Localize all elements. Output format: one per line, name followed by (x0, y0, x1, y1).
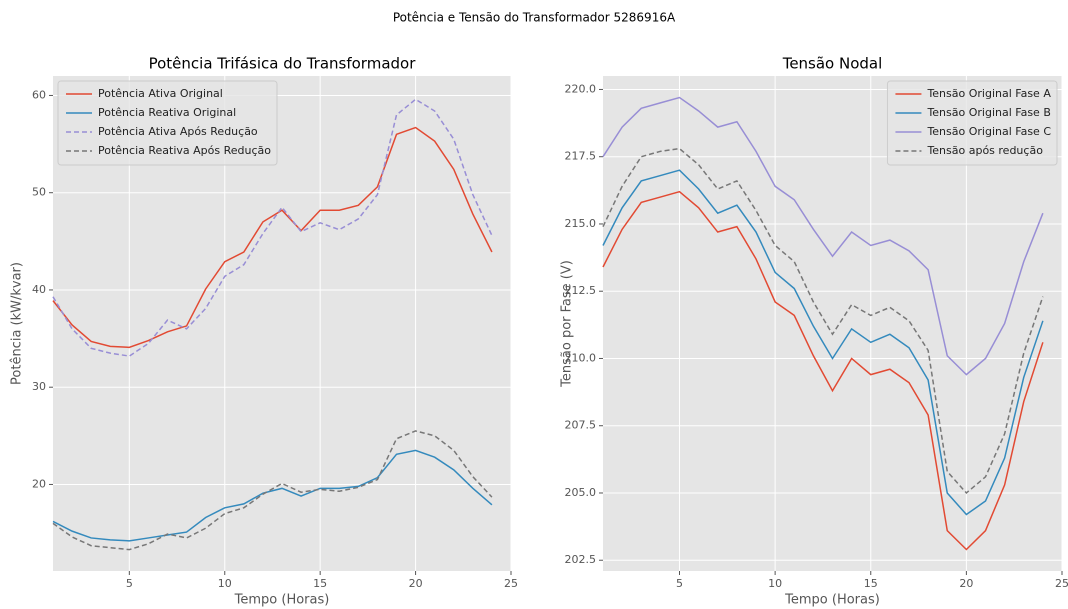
x-axis-label: Tempo (Horas) (784, 593, 880, 608)
x-tick-label: 20 (959, 577, 973, 590)
legend-label: Tensão Original Fase B (926, 106, 1050, 119)
legend: Potência Ativa Original Potência Reativa … (57, 80, 278, 166)
legend-label: Tensão após redução (926, 144, 1043, 157)
y-tick-label: 50 (32, 186, 46, 199)
legend-label: Potência Ativa Original (98, 87, 223, 100)
x-axis-label: Tempo (Horas) (234, 593, 330, 608)
x-tick-label: 25 (504, 577, 518, 590)
axes-title: Tensão Nodal (782, 55, 883, 73)
legend-label: Potência Reativa Original (98, 106, 236, 119)
legend-label: Tensão Original Fase A (926, 87, 1051, 100)
y-tick-label: 217.5 (565, 150, 597, 163)
x-tick-label: 10 (218, 577, 232, 590)
x-tick-label: 5 (126, 577, 133, 590)
y-tick-label: 205.0 (565, 486, 597, 499)
y-tick-label: 210.0 (565, 351, 597, 364)
x-tick-label: 15 (864, 577, 878, 590)
legend-box (57, 80, 278, 166)
figure-title: Potência e Tensão do Transformador 52869… (393, 11, 676, 25)
x-tick-label: 5 (676, 577, 683, 590)
y-tick-label: 212.5 (565, 284, 597, 297)
legend-label: Tensão Original Fase C (926, 125, 1051, 138)
legend-label: Potência Reativa Após Redução (98, 144, 271, 157)
series-line (52, 430, 493, 551)
y-tick-label: 202.5 (565, 553, 597, 566)
y-axis-label: Potência (kW/kvar) (10, 262, 25, 385)
y-tick-label: 207.5 (565, 419, 597, 432)
x-tick-label: 25 (1055, 577, 1068, 590)
series-line (602, 169, 1044, 516)
legend-box (886, 80, 1058, 166)
series-line (602, 190, 1044, 551)
series-line (602, 147, 1044, 495)
y-tick-label: 60 (32, 88, 46, 101)
legend-label: Potência Ativa Após Redução (98, 125, 258, 138)
x-tick-label: 10 (768, 577, 782, 590)
y-axis-label: Tensão por Fase (V) (560, 260, 575, 388)
y-tick-label: 215.0 (565, 217, 597, 230)
x-tick-label: 20 (409, 577, 423, 590)
y-tick-label: 20 (32, 477, 46, 490)
y-tick-label: 30 (32, 380, 46, 393)
y-tick-label: 40 (32, 283, 46, 296)
series-line (52, 449, 493, 542)
legend: Tensão Original Fase A Tensão Original Fa… (886, 80, 1058, 166)
series-line (52, 126, 493, 349)
axes-title: Potência Trifásica do Transformador (149, 55, 417, 73)
series-line (52, 98, 493, 357)
x-tick-label: 15 (313, 577, 327, 590)
series-line (602, 96, 1044, 376)
y-tick-label: 220.0 (565, 82, 597, 95)
